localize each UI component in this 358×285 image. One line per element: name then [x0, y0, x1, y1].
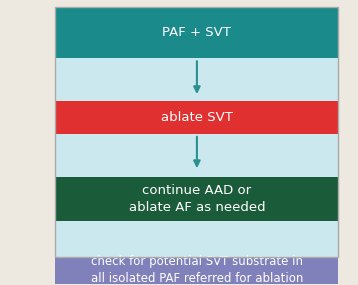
Bar: [55, 7, 338, 256]
Bar: [55, 221, 338, 256]
Bar: [55, 134, 338, 177]
Bar: [55, 7, 338, 58]
Bar: [55, 256, 338, 284]
Bar: [55, 101, 338, 134]
Bar: [55, 177, 338, 221]
Text: check for potential SVT substrate in
all isolated PAF referred for ablation: check for potential SVT substrate in all…: [91, 255, 303, 285]
Text: ablate SVT: ablate SVT: [161, 111, 233, 124]
Bar: [55, 58, 338, 101]
Text: PAF + SVT: PAF + SVT: [163, 26, 231, 39]
Text: continue AAD or
ablate AF as needed: continue AAD or ablate AF as needed: [129, 184, 265, 214]
